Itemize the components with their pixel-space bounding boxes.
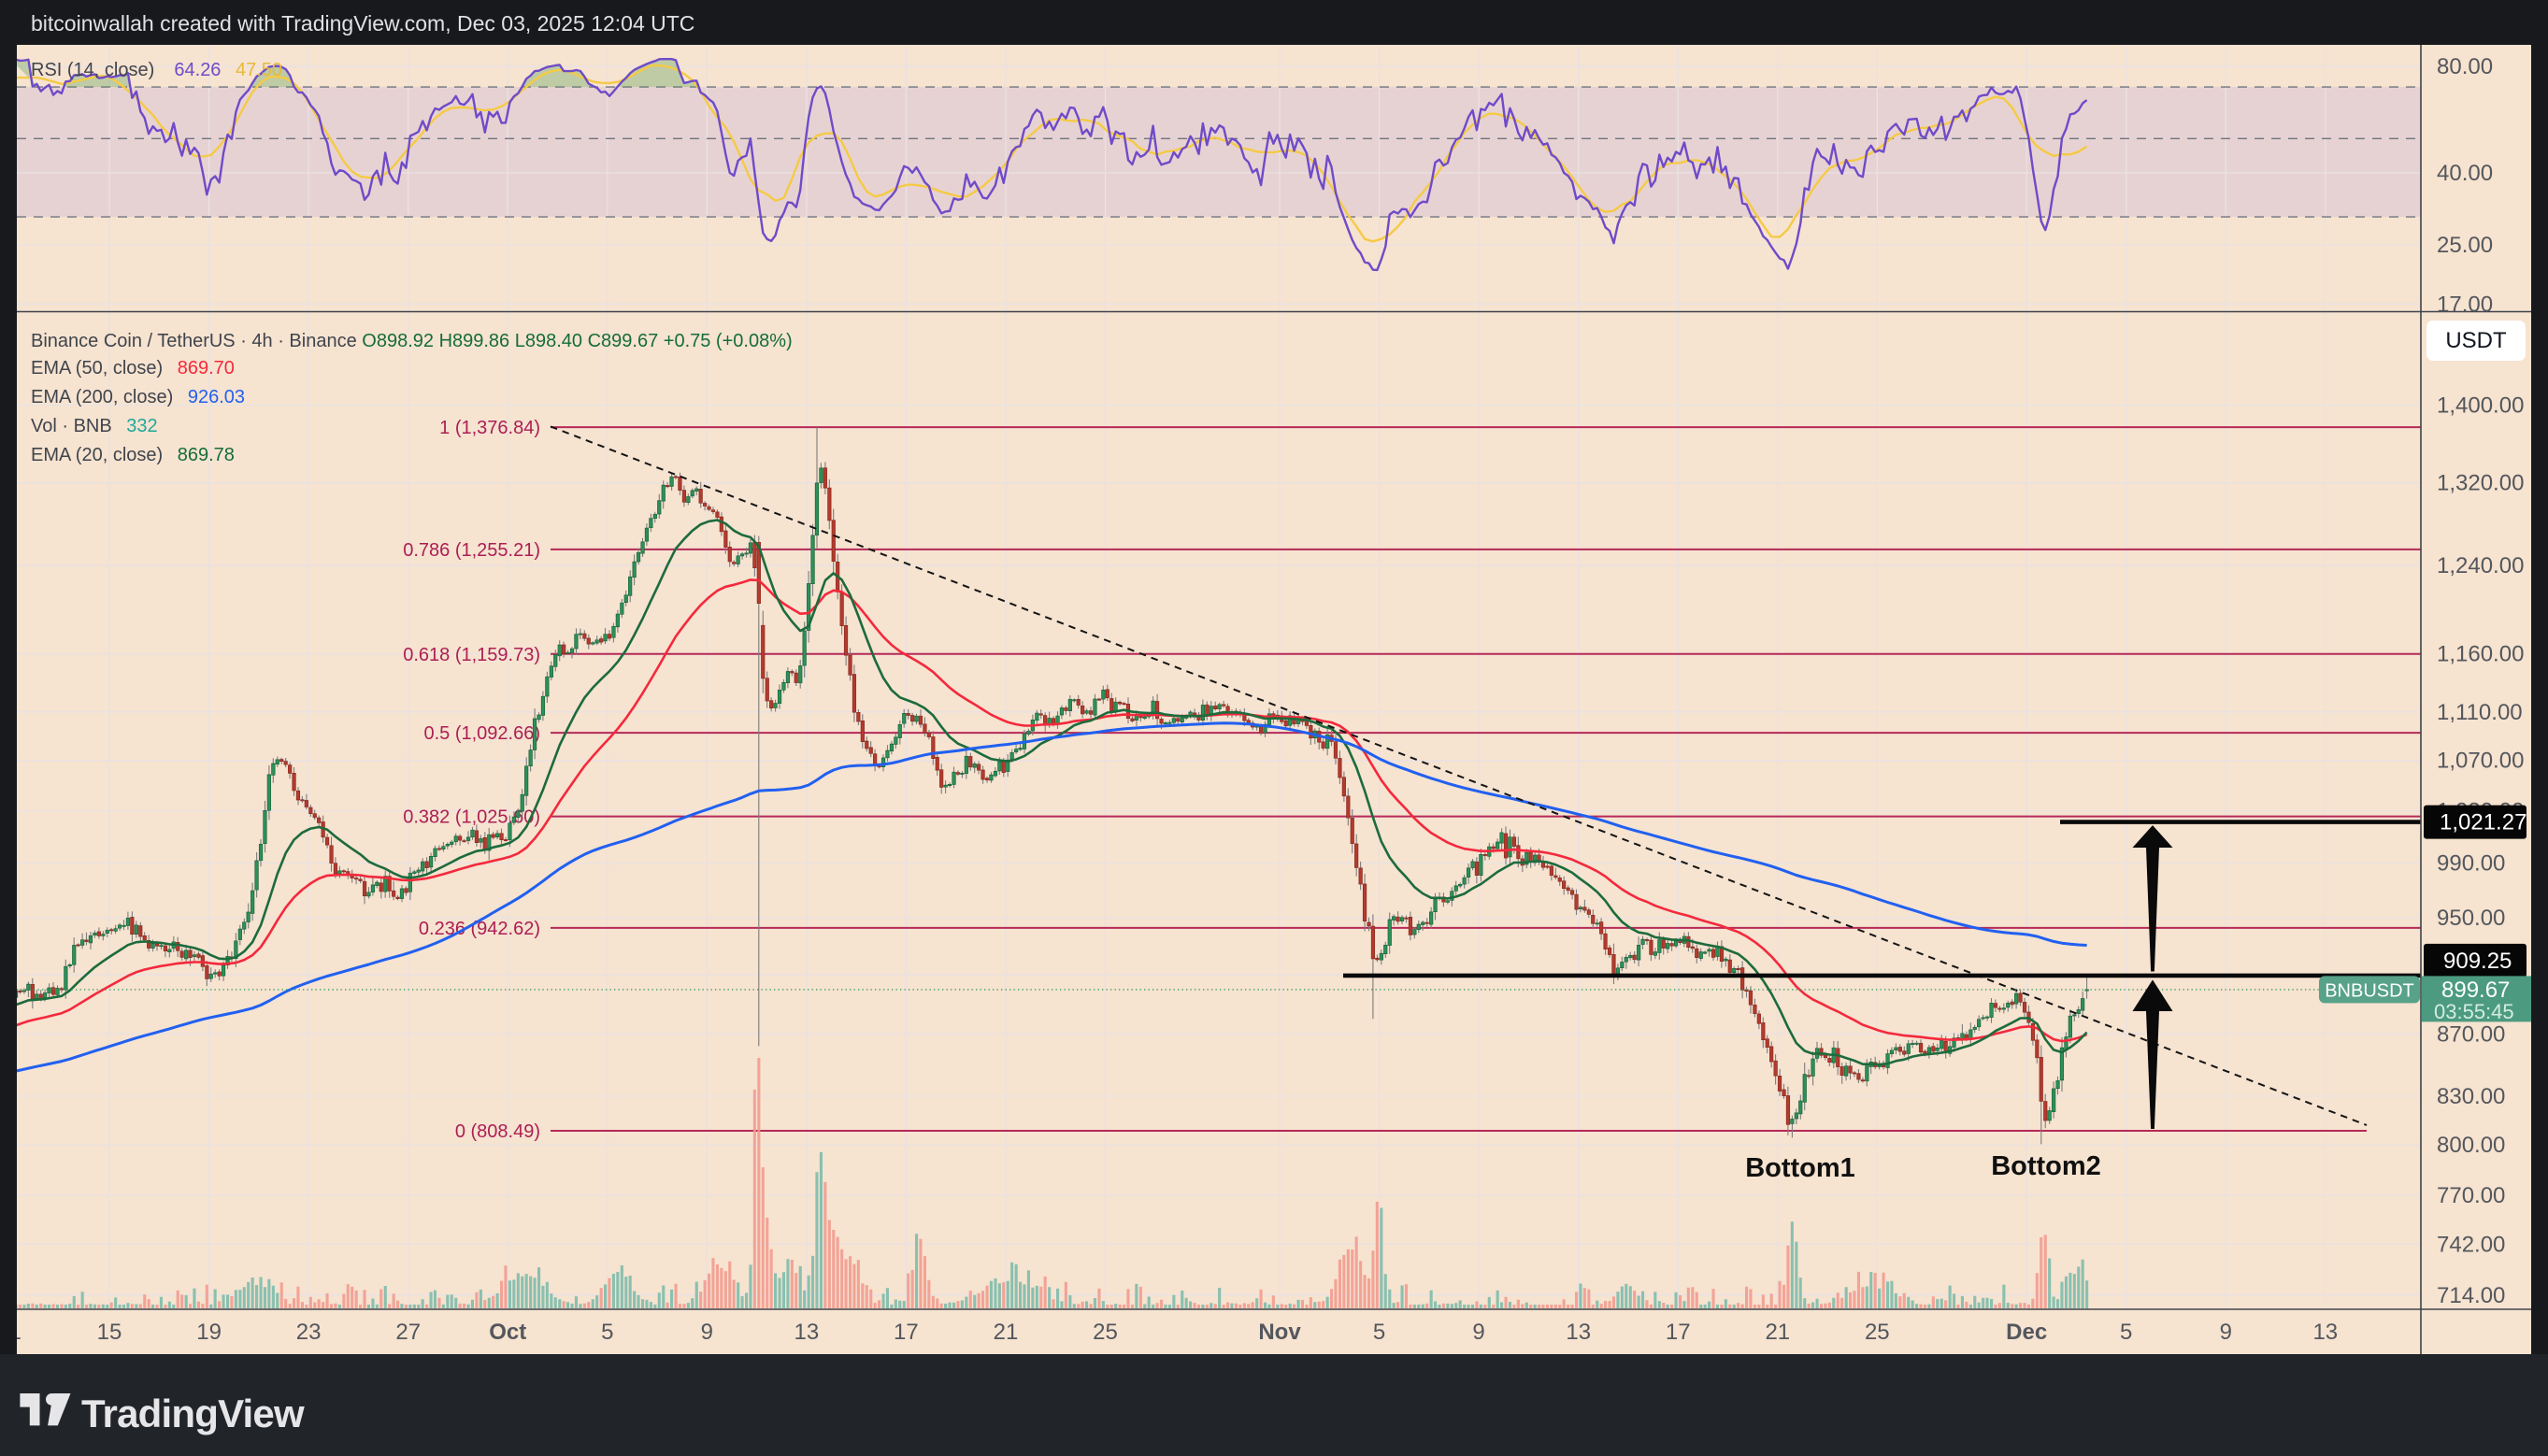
svg-text:990.00: 990.00 — [2437, 851, 2505, 877]
svg-text:1,240.00: 1,240.00 — [2437, 553, 2524, 578]
svg-text:Bottom1: Bottom1 — [1745, 1153, 1855, 1183]
svg-text:9: 9 — [701, 1320, 713, 1345]
svg-text:19: 19 — [196, 1320, 222, 1345]
svg-text:bitcoinwallah created with Tra: bitcoinwallah created with TradingView.c… — [31, 11, 694, 36]
svg-text:1,160.00: 1,160.00 — [2437, 642, 2524, 667]
svg-text:Bottom2: Bottom2 — [1991, 1151, 2101, 1181]
svg-text:15: 15 — [97, 1320, 122, 1345]
svg-text:1,320.00: 1,320.00 — [2437, 471, 2524, 496]
svg-text:USDT: USDT — [2445, 328, 2507, 353]
svg-text:9: 9 — [2220, 1320, 2232, 1345]
svg-text:Binance Coin / TetherUS · 4h ·: Binance Coin / TetherUS · 4h · Binance O… — [31, 331, 793, 351]
svg-text:EMA (50, close) 869.70: EMA (50, close) 869.70 — [31, 358, 235, 378]
svg-text:0.5 (1,092.66): 0.5 (1,092.66) — [423, 723, 540, 744]
svg-text:17: 17 — [894, 1320, 919, 1345]
svg-text:Nov: Nov — [1258, 1320, 1301, 1345]
svg-text:TradingView: TradingView — [81, 1392, 305, 1435]
svg-text:1,110.00: 1,110.00 — [2437, 700, 2523, 725]
svg-text:0.236 (942.62): 0.236 (942.62) — [419, 919, 540, 939]
svg-text:EMA (20, close) 869.78: EMA (20, close) 869.78 — [31, 445, 235, 465]
svg-text:23: 23 — [296, 1320, 322, 1345]
svg-text:Dec: Dec — [2006, 1320, 2047, 1345]
svg-text:870.00: 870.00 — [2437, 1021, 2505, 1047]
svg-text:714.00: 714.00 — [2437, 1283, 2505, 1308]
svg-text:25: 25 — [1865, 1320, 1890, 1345]
svg-text:899.67: 899.67 — [2441, 978, 2510, 1003]
svg-text:830.00: 830.00 — [2437, 1084, 2505, 1109]
svg-text:950.00: 950.00 — [2437, 906, 2505, 931]
svg-text:742.00: 742.00 — [2437, 1232, 2505, 1257]
svg-text:5: 5 — [2120, 1320, 2132, 1345]
svg-text:EMA (200, close) 926.03: EMA (200, close) 926.03 — [31, 387, 245, 407]
svg-text:Vol · BNB 332: Vol · BNB 332 — [31, 416, 158, 436]
svg-text:909.25: 909.25 — [2443, 949, 2512, 974]
svg-text:13: 13 — [2312, 1320, 2338, 1345]
svg-text:5: 5 — [1373, 1320, 1385, 1345]
svg-text:1,021.27: 1,021.27 — [2440, 810, 2527, 835]
svg-text:Oct: Oct — [489, 1320, 526, 1345]
svg-text:800.00: 800.00 — [2437, 1133, 2505, 1158]
svg-text:1 (1,376.84): 1 (1,376.84) — [439, 418, 540, 438]
svg-text:0.786 (1,255.21): 0.786 (1,255.21) — [403, 540, 540, 561]
svg-text:17.00: 17.00 — [2437, 292, 2493, 317]
svg-text:25.00: 25.00 — [2437, 233, 2493, 258]
svg-text:1,400.00: 1,400.00 — [2437, 393, 2524, 419]
svg-text:BNBUSDT: BNBUSDT — [2325, 980, 2414, 1001]
svg-text:13: 13 — [1566, 1320, 1591, 1345]
svg-text:0.618 (1,159.73): 0.618 (1,159.73) — [403, 645, 540, 665]
svg-text:0 (808.49): 0 (808.49) — [455, 1121, 540, 1142]
svg-text:9: 9 — [1472, 1320, 1484, 1345]
svg-text:770.00: 770.00 — [2437, 1183, 2505, 1208]
svg-text:21: 21 — [994, 1320, 1019, 1345]
svg-text:40.00: 40.00 — [2437, 161, 2493, 186]
svg-text:5: 5 — [601, 1320, 613, 1345]
svg-text:25: 25 — [1093, 1320, 1118, 1345]
svg-text:0.382 (1,025.60): 0.382 (1,025.60) — [403, 807, 540, 828]
svg-text:80.00: 80.00 — [2437, 54, 2493, 79]
svg-text:1,070.00: 1,070.00 — [2437, 749, 2524, 774]
svg-text:21: 21 — [1765, 1320, 1790, 1345]
svg-text:17: 17 — [1666, 1320, 1691, 1345]
svg-text:27: 27 — [395, 1320, 421, 1345]
svg-text:03:55:45: 03:55:45 — [2434, 1000, 2514, 1023]
svg-text:RSI (14, close) 64.26 47.50: RSI (14, close) 64.26 47.50 — [31, 60, 282, 80]
svg-text:13: 13 — [794, 1320, 820, 1345]
